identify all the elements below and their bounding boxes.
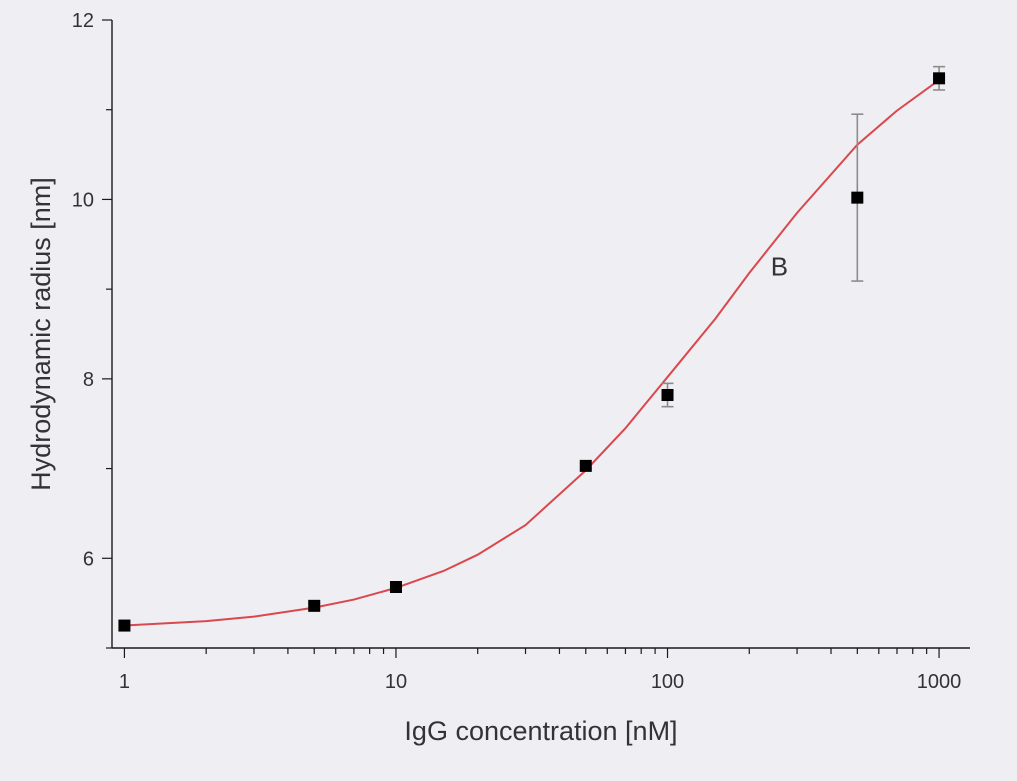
data-point — [118, 619, 131, 632]
axes — [111, 20, 970, 649]
y-axis-title: Hydrodynamic radius [nm] — [26, 177, 56, 491]
data-point — [308, 599, 321, 612]
y-tick-label: 10 — [72, 189, 94, 211]
y-tick-label: 12 — [72, 10, 94, 32]
x-tick-label: 1 — [119, 671, 130, 693]
data-points-layer — [118, 65, 946, 632]
y-tick-label: 6 — [83, 548, 94, 570]
data-point — [933, 72, 946, 85]
x-tick-label: 100 — [651, 671, 684, 693]
ticks: 1 10 100 1000 6 8 10 12 — [72, 10, 962, 693]
x-tick-label: 1000 — [917, 671, 962, 693]
curve-annotation: B — [771, 252, 788, 282]
data-point — [579, 459, 592, 472]
fit-curve — [124, 79, 940, 627]
data-point — [389, 580, 402, 593]
fit-curve-layer — [124, 79, 940, 627]
x-axis-title: IgG concentration [nM] — [404, 716, 677, 746]
data-point — [661, 389, 674, 402]
data-point — [851, 191, 864, 204]
x-tick-label: 10 — [385, 671, 407, 693]
y-tick-label: 8 — [83, 369, 94, 391]
